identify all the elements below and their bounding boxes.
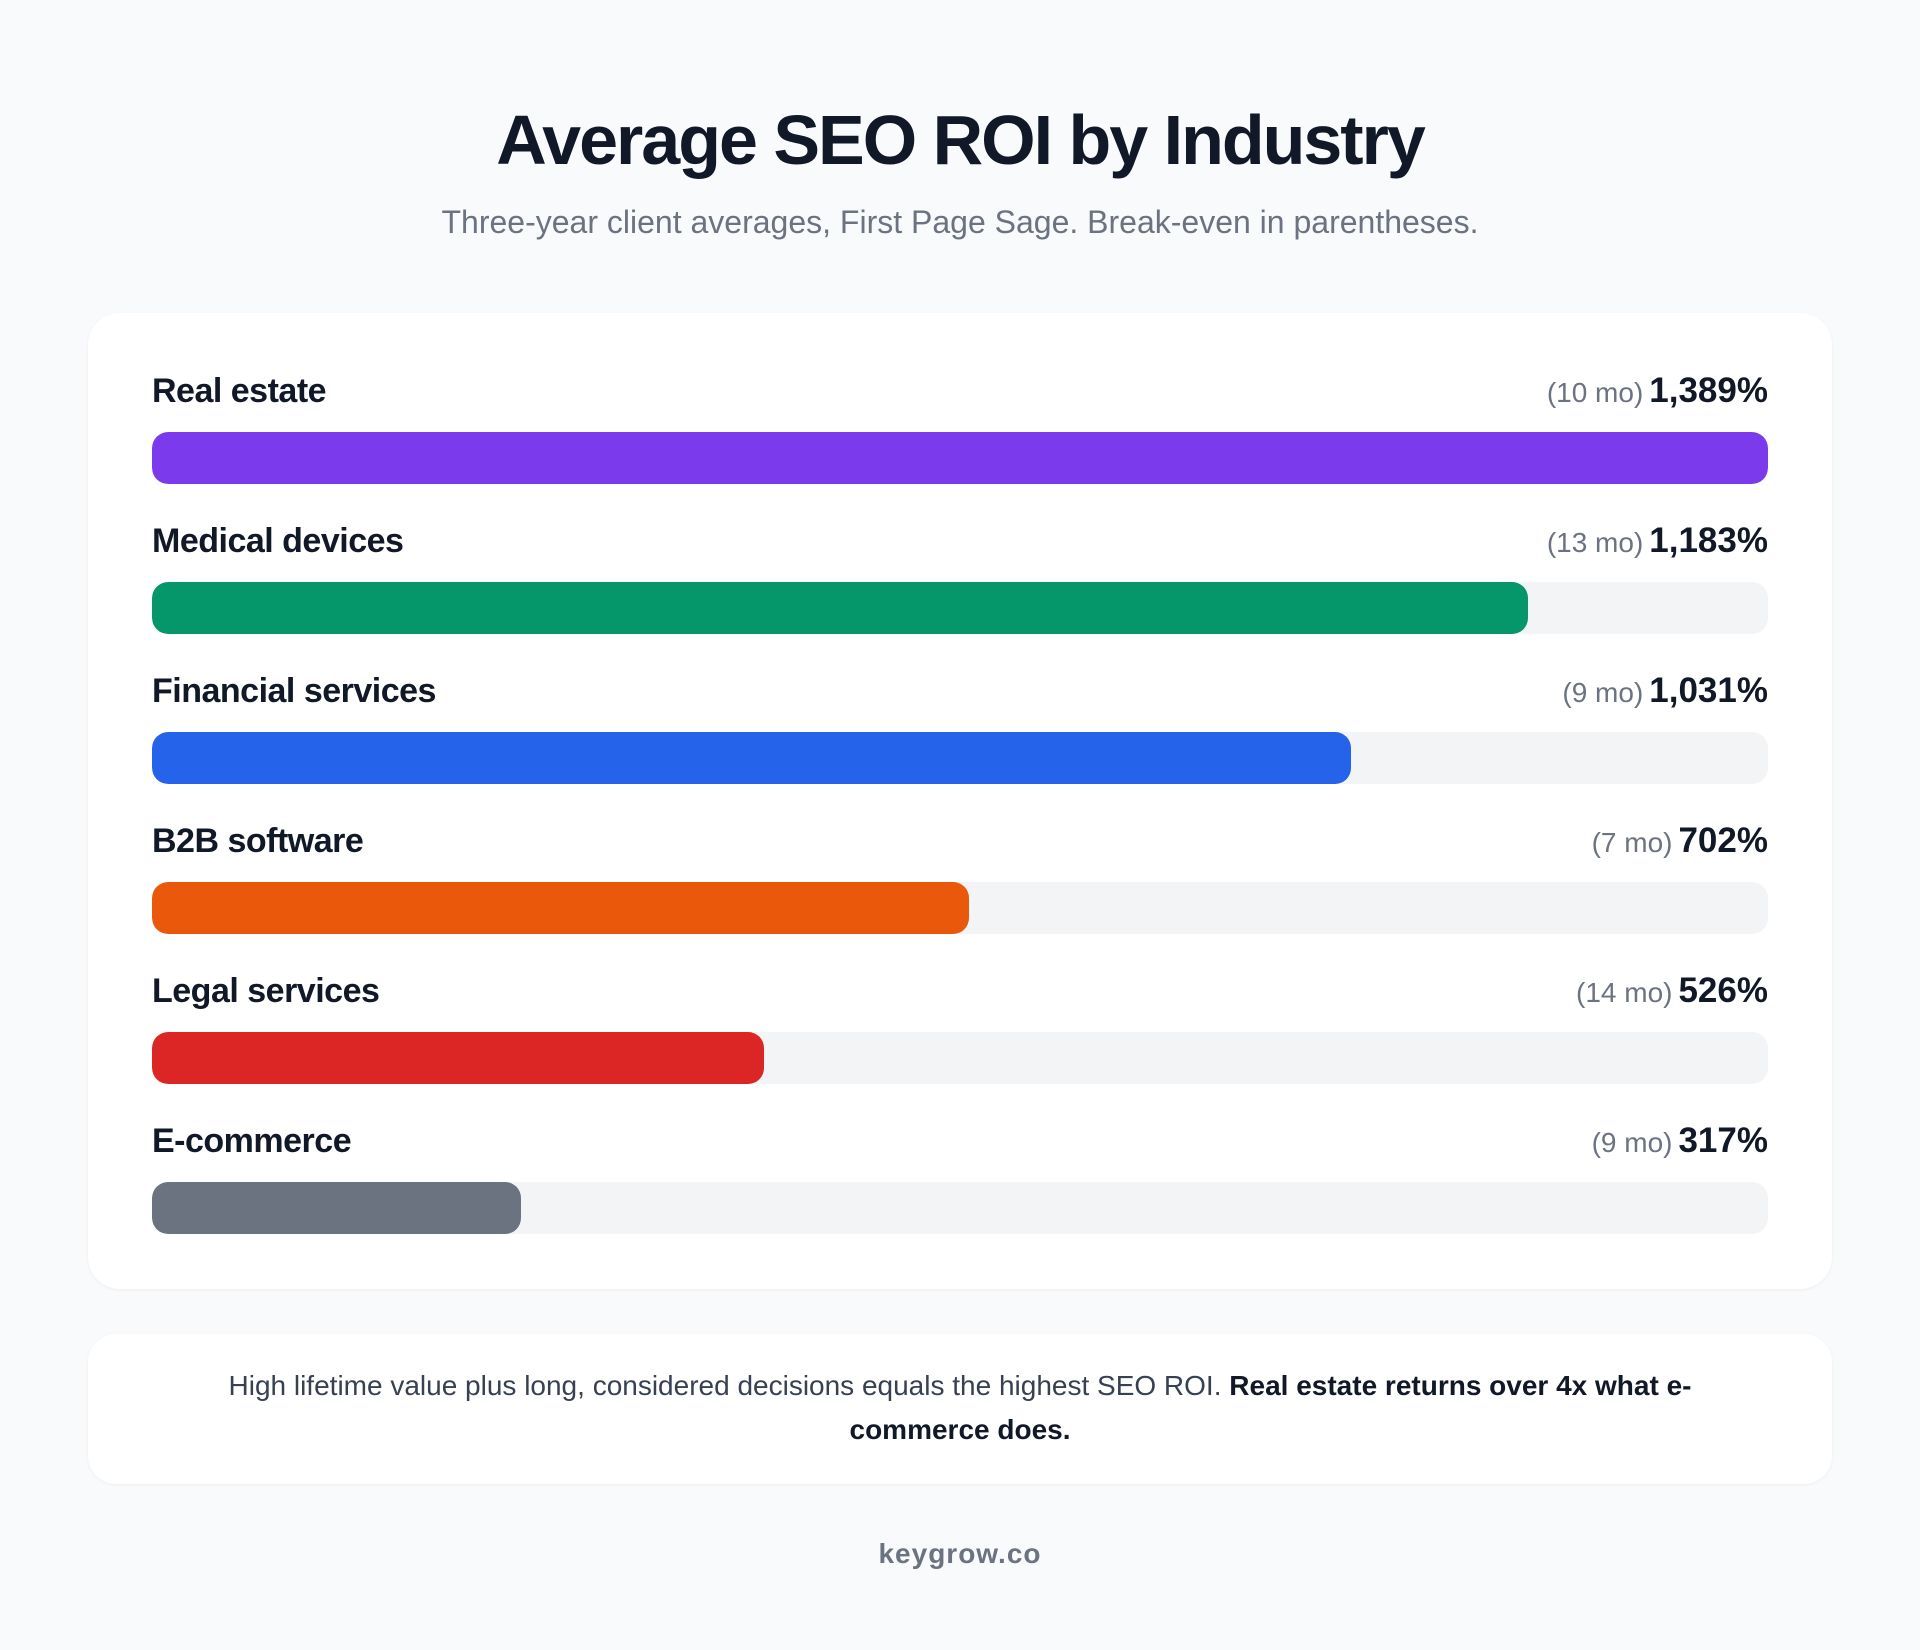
insight-text: High lifetime value plus long, considere… [168, 1364, 1752, 1452]
chart-title: Average SEO ROI by Industry [496, 101, 1426, 179]
category-label: Real estate [152, 372, 327, 410]
category-label: E-commerce [152, 1122, 352, 1160]
break-even-label: (10 mo) [1546, 377, 1644, 408]
bar-row-header: Medical devices (13 mo) 1,183% [152, 516, 1768, 566]
insight-emphasis: Real estate returns over 4x what e-comme… [849, 1370, 1692, 1445]
bar-track [152, 582, 1768, 634]
value-group: (9 mo) 317% [1592, 1116, 1768, 1173]
category-label: Medical devices [152, 522, 404, 560]
bar-track [152, 882, 1768, 934]
value-label: 1,031% [1649, 671, 1768, 710]
value-group: (7 mo) 702% [1592, 816, 1768, 873]
bar [152, 882, 969, 934]
footer-brand: keygrow.co [878, 1538, 1042, 1569]
bar-track [152, 432, 1768, 484]
bar-row-header: Financial services (9 mo) 1,031% [152, 666, 1768, 716]
bar-row: Financial services (9 mo) 1,031% [152, 666, 1768, 796]
bar-row: B2B software (7 mo) 702% [152, 816, 1768, 946]
bar-track [152, 732, 1768, 784]
bar [152, 1182, 521, 1234]
break-even-label: (9 mo) [1591, 1127, 1673, 1158]
bar-track [152, 1032, 1768, 1084]
bar-row-header: Real estate (10 mo) 1,389% [152, 366, 1768, 416]
insight-note: High lifetime value plus long, considere… [88, 1334, 1832, 1484]
bar-row: Medical devices (13 mo) 1,183% [152, 516, 1768, 646]
chart-card: Real estate (10 mo) 1,389% Medical devices (… [88, 313, 1832, 1289]
break-even-label: (14 mo) [1576, 977, 1673, 1008]
bar-row: E-commerce (9 mo) 317% [152, 1116, 1768, 1246]
insight-body: High lifetime value plus long, considere… [228, 1370, 1222, 1401]
bar [152, 582, 1528, 634]
category-label: Financial services [152, 672, 436, 710]
value-group: (10 mo) 1,389% [1547, 366, 1768, 423]
value-label: 317% [1678, 1121, 1768, 1160]
value-group: (13 mo) 1,183% [1547, 516, 1768, 573]
bar-row: Legal services (14 mo) 526% [152, 966, 1768, 1096]
value-label: 702% [1678, 821, 1768, 860]
bar-row-header: B2B software (7 mo) 702% [152, 816, 1768, 866]
bar-row-header: Legal services (14 mo) 526% [152, 966, 1768, 1016]
bar [152, 732, 1351, 784]
break-even-label: (9 mo) [1562, 677, 1644, 708]
value-label: 1,389% [1649, 371, 1768, 410]
bar [152, 432, 1768, 484]
value-label: 1,183% [1649, 521, 1768, 560]
break-even-label: (7 mo) [1591, 827, 1673, 858]
value-group: (14 mo) 526% [1576, 966, 1768, 1023]
value-group: (9 mo) 1,031% [1562, 666, 1768, 723]
chart-subtitle: Three-year client averages, First Page S… [441, 204, 1479, 240]
value-label: 526% [1678, 971, 1768, 1010]
category-label: B2B software [152, 822, 364, 860]
category-label: Legal services [152, 972, 380, 1010]
break-even-label: (13 mo) [1546, 527, 1644, 558]
bar-track [152, 1182, 1768, 1234]
bar-row: Real estate (10 mo) 1,389% [152, 366, 1768, 496]
bar [152, 1032, 764, 1084]
bar-row-header: E-commerce (9 mo) 317% [152, 1116, 1768, 1166]
